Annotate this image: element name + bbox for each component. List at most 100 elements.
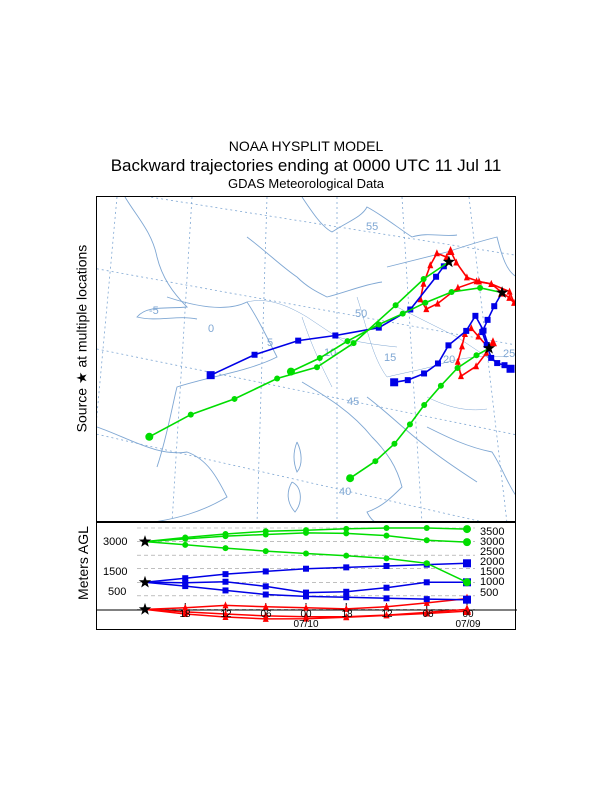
- map-point-S3-green-5: [375, 321, 382, 328]
- source-star-S1: [442, 255, 456, 268]
- map-point-S3-blue-6: [494, 360, 501, 367]
- map-point-S2-green-2: [454, 365, 461, 372]
- map-point-S3-green-3: [422, 299, 429, 306]
- map-point-S2-blue-3: [463, 327, 470, 334]
- map-point-S1-green-7: [187, 411, 194, 418]
- source-level-3000: 3000: [103, 536, 128, 548]
- alt-point-S3-green-4: [303, 550, 309, 557]
- borders: [246, 296, 508, 411]
- map-point-S1-red-7: [434, 299, 441, 307]
- map-point-S3-green-4: [399, 310, 406, 317]
- border-3: [356, 296, 388, 378]
- map-point-S3-green-8: [286, 367, 295, 376]
- alt-point-S3-blue-1: [182, 575, 189, 582]
- alt-source-star-3000: [138, 535, 152, 547]
- alt-point-S2-green-1: [182, 535, 189, 542]
- map-point-S3-green-1: [477, 284, 484, 291]
- lat-55: [147, 197, 515, 256]
- alt-point-S3-blue-3: [262, 568, 269, 575]
- coast-balkans: [426, 426, 515, 495]
- alt-point-S1-blue-3: [262, 583, 269, 590]
- map-point-S3-red-6: [463, 273, 470, 281]
- label-lon-m5: -5: [149, 305, 159, 317]
- alt-point-S1-green-8: [463, 525, 471, 534]
- x-date-0709: 07/09: [455, 619, 481, 630]
- alt-point-S2-green-7: [423, 537, 430, 544]
- source-axis-label: Source ★ at multiple locations: [73, 244, 90, 433]
- coast-britain: [124, 197, 198, 320]
- map-point-S3-blue-7: [501, 362, 508, 369]
- map-point-S1-green-8: [145, 432, 154, 441]
- map-point-S3-green-7: [316, 354, 323, 361]
- map-point-S1-blue-8: [206, 371, 215, 380]
- alt-point-S3-red-5: [343, 613, 350, 621]
- coast-iberia: [97, 426, 228, 521]
- altitude-canvas: [97, 525, 517, 622]
- map-point-S1-red-6: [423, 305, 430, 313]
- map-point-S3-red-3: [506, 287, 513, 295]
- lon-15: [401, 197, 423, 521]
- x-tick-06a: 06: [260, 609, 272, 620]
- alt-point-S3-blue-6: [383, 563, 390, 569]
- map-point-S2-blue-8: [390, 378, 399, 387]
- alt-point-S2-blue-3: [262, 591, 269, 598]
- right-tick-500: 500: [480, 587, 499, 599]
- map-point-S1-blue-2: [433, 273, 440, 280]
- coast-sardinia: [287, 481, 301, 513]
- map-point-S2-red-7: [473, 362, 480, 370]
- alt-point-S1-red-1: [182, 603, 189, 611]
- map-point-S1-green-5: [274, 375, 281, 382]
- map-point-S1-red-3: [427, 261, 434, 269]
- x-tick-00b: 00: [462, 609, 474, 620]
- x-tick-18b: 18: [341, 609, 353, 620]
- lon-0: [171, 197, 193, 521]
- map-point-S2-blue-4: [445, 342, 452, 349]
- map-point-S3-blue-4: [483, 341, 490, 348]
- map-point-S1-green-3: [350, 340, 357, 347]
- right-tick-1500: 1500: [480, 566, 505, 578]
- map-point-S3-blue-8: [506, 364, 515, 373]
- alt-line-S3-green: [144, 540, 468, 583]
- map-line-S2-green: [349, 347, 490, 479]
- map-point-S2-green-1: [473, 352, 480, 359]
- map-point-S3-red-4: [488, 279, 495, 287]
- map-point-S1-blue-7: [251, 351, 258, 358]
- map-point-S3-blue-5: [488, 354, 495, 361]
- lon-5: [256, 197, 268, 521]
- alt-point-S1-blue-4: [303, 589, 309, 596]
- border-6: [336, 336, 398, 348]
- alt-point-S3-green-7: [423, 560, 430, 567]
- map-point-S2-blue-6: [421, 370, 428, 377]
- x-date-0710: 07/10: [293, 619, 319, 630]
- map-point-S3-green-6: [344, 338, 351, 345]
- alt-point-S1-red-6: [383, 602, 390, 610]
- alt-point-S2-green-5: [343, 530, 350, 537]
- alt-point-S1-green-7: [423, 525, 430, 531]
- alt-point-S2-green-6: [383, 532, 390, 539]
- alt-point-S2-blue-4: [303, 593, 309, 600]
- map-point-S3-green-2: [448, 289, 455, 296]
- data-source-title: GDAS Meteorological Data: [227, 176, 385, 191]
- altitude-panel: [96, 522, 517, 630]
- border-2: [301, 316, 333, 388]
- coastlines: [97, 197, 515, 521]
- alt-point-S3-green-8: [463, 578, 471, 587]
- source-level-1500: 1500: [103, 566, 128, 578]
- right-tick-2500: 2500: [480, 546, 505, 558]
- alt-point-S2-blue-2: [222, 587, 229, 594]
- graticule: [97, 197, 515, 521]
- alt-point-S3-red-8: [463, 606, 471, 616]
- alt-point-S1-green-5: [343, 525, 350, 532]
- coast-baltic: [386, 236, 515, 277]
- coast-italy: [301, 381, 403, 521]
- alt-point-S3-blue-4: [303, 565, 309, 572]
- map-point-S3-red-2: [511, 298, 515, 306]
- alt-point-S1-blue-6: [383, 584, 390, 591]
- map-point-S1-green-2: [392, 302, 399, 309]
- map-point-S2-red-9: [488, 337, 497, 347]
- map-point-S2-blue-2: [472, 312, 479, 319]
- map-point-S3-blue-2: [484, 316, 491, 323]
- map-point-S2-green-8: [346, 474, 355, 483]
- alt-point-S3-green-1: [182, 541, 189, 548]
- map-trajectories: [145, 246, 515, 483]
